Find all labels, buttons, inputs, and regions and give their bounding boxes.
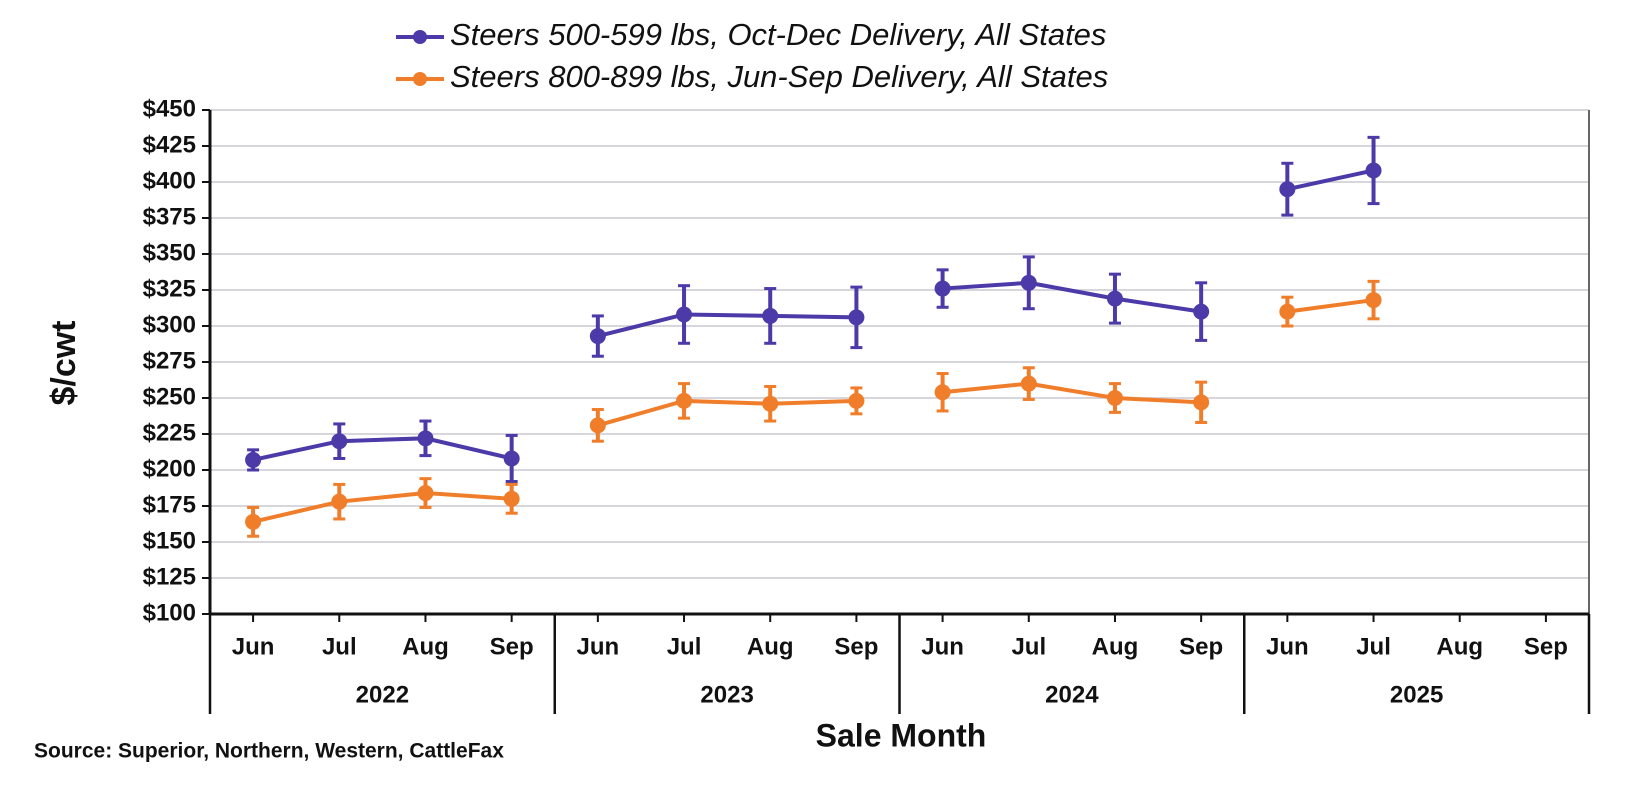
x-tick-label: Jun xyxy=(577,633,620,660)
data-point xyxy=(1365,292,1382,309)
series-line xyxy=(252,436,513,462)
y-tick-label: $200 xyxy=(143,455,196,482)
x-tick-label: Aug xyxy=(402,633,449,660)
y-tick-label: $225 xyxy=(143,419,196,446)
x-tick-label: Sep xyxy=(490,633,534,660)
data-point xyxy=(417,430,434,447)
data-point xyxy=(1365,162,1382,179)
data-point xyxy=(1193,303,1210,320)
data-point xyxy=(417,485,434,502)
series-line xyxy=(597,312,857,339)
x-tick-label: Jun xyxy=(232,633,275,660)
x-group-label: 2022 xyxy=(356,681,409,708)
data-point xyxy=(503,450,520,467)
y-tick-label: $150 xyxy=(143,527,196,554)
data-point xyxy=(589,328,606,345)
x-tick-label: Jul xyxy=(1356,633,1391,660)
data-point xyxy=(503,490,520,507)
series-line xyxy=(942,381,1202,405)
series-line xyxy=(252,491,512,524)
x-group-label: 2023 xyxy=(700,681,753,708)
data-point xyxy=(762,307,779,324)
source-note: Source: Superior, Northern, Western, Cat… xyxy=(34,740,504,763)
series-line xyxy=(597,398,857,428)
data-point xyxy=(589,417,606,434)
y-tick-label: $400 xyxy=(143,167,196,194)
data-point xyxy=(1279,181,1296,198)
x-axis-label: Sale Month xyxy=(816,717,987,753)
x-group-label: 2025 xyxy=(1390,681,1443,708)
x-tick-label: Aug xyxy=(747,633,794,660)
x-tick-label: Jul xyxy=(667,633,702,660)
series-line xyxy=(942,280,1202,314)
legend-label: Steers 800-899 lbs, Jun-Sep Delivery, Al… xyxy=(450,59,1108,94)
x-group-label: 2024 xyxy=(1045,681,1099,708)
series-line xyxy=(1286,168,1374,192)
y-tick-label: $375 xyxy=(143,203,196,230)
data-point xyxy=(1020,274,1037,291)
data-point xyxy=(848,309,865,326)
data-point xyxy=(934,384,951,401)
data-point xyxy=(1106,290,1123,307)
legend-marker xyxy=(413,72,427,86)
data-point xyxy=(1020,375,1037,392)
x-tick-label: Jun xyxy=(921,633,964,660)
data-point xyxy=(934,280,951,297)
data-point xyxy=(331,433,348,450)
y-tick-label: $350 xyxy=(143,239,196,266)
y-tick-label: $100 xyxy=(143,599,196,626)
x-tick-label: Aug xyxy=(1436,633,1483,660)
x-tick-label: Aug xyxy=(1092,633,1139,660)
y-tick-label: $125 xyxy=(143,563,196,590)
y-tick-label: $250 xyxy=(143,383,196,410)
data-point xyxy=(1193,394,1210,411)
x-tick-label: Jun xyxy=(1266,633,1309,660)
legend-marker xyxy=(413,30,427,44)
x-tick-label: Jul xyxy=(1011,633,1046,660)
data-point xyxy=(848,392,865,409)
y-tick-label: $325 xyxy=(143,275,196,302)
data-point xyxy=(676,392,693,409)
data-point xyxy=(245,451,262,468)
series-line xyxy=(1287,298,1374,314)
data-point xyxy=(762,395,779,412)
x-tick-label: Sep xyxy=(834,633,878,660)
y-tick-label: $450 xyxy=(143,95,196,122)
y-tick-label: $425 xyxy=(143,131,196,158)
x-tick-label: Jul xyxy=(322,633,357,660)
x-tick-label: Sep xyxy=(1524,633,1568,660)
legend-label: Steers 500-599 lbs, Oct-Dec Delivery, Al… xyxy=(450,17,1106,52)
data-point xyxy=(331,493,348,510)
y-tick-label: $175 xyxy=(143,491,196,518)
y-tick-label: $300 xyxy=(143,311,196,338)
data-point xyxy=(245,513,262,530)
data-point xyxy=(676,306,693,323)
x-tick-label: Sep xyxy=(1179,633,1223,660)
data-point xyxy=(1106,390,1123,406)
y-axis-label: $/cwt xyxy=(45,320,83,405)
y-tick-label: $275 xyxy=(143,347,196,374)
data-point xyxy=(1279,303,1296,320)
